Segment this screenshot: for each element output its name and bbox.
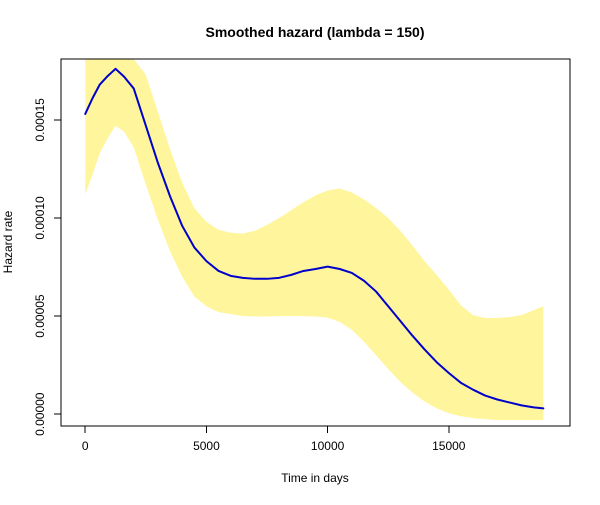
y-tick-label: 0.00000: [33, 392, 47, 436]
confidence-band-layer: [85, 59, 544, 421]
hazard-line: [84, 67, 545, 410]
y-axis-label: Hazard rate: [1, 210, 15, 273]
chart-title: Smoothed hazard (lambda = 150): [206, 24, 425, 40]
x-tick-label: 15000: [432, 439, 466, 453]
hazard-line-layer: [84, 67, 545, 410]
y-axis: 0.00000 0.00005 0.00010 0.00015: [33, 98, 62, 436]
y-tick-label: 0.00015: [33, 98, 47, 142]
x-axis-label: Time in days: [281, 471, 349, 485]
x-tick-label: 5000: [193, 439, 220, 453]
y-tick-label: 0.00005: [33, 294, 47, 338]
x-tick-label: 10000: [311, 439, 345, 453]
x-tick-label: 0: [82, 439, 89, 453]
x-axis: 0 5000 10000 15000: [82, 425, 466, 453]
y-tick-label: 0.00010: [33, 196, 47, 240]
confidence-band: [85, 59, 544, 421]
